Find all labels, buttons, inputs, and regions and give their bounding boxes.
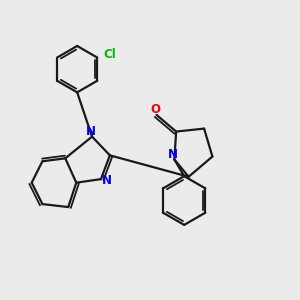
Text: O: O	[150, 103, 160, 116]
Text: N: N	[168, 148, 178, 161]
Text: Cl: Cl	[103, 48, 116, 61]
Text: N: N	[85, 125, 96, 138]
Text: N: N	[102, 174, 112, 187]
